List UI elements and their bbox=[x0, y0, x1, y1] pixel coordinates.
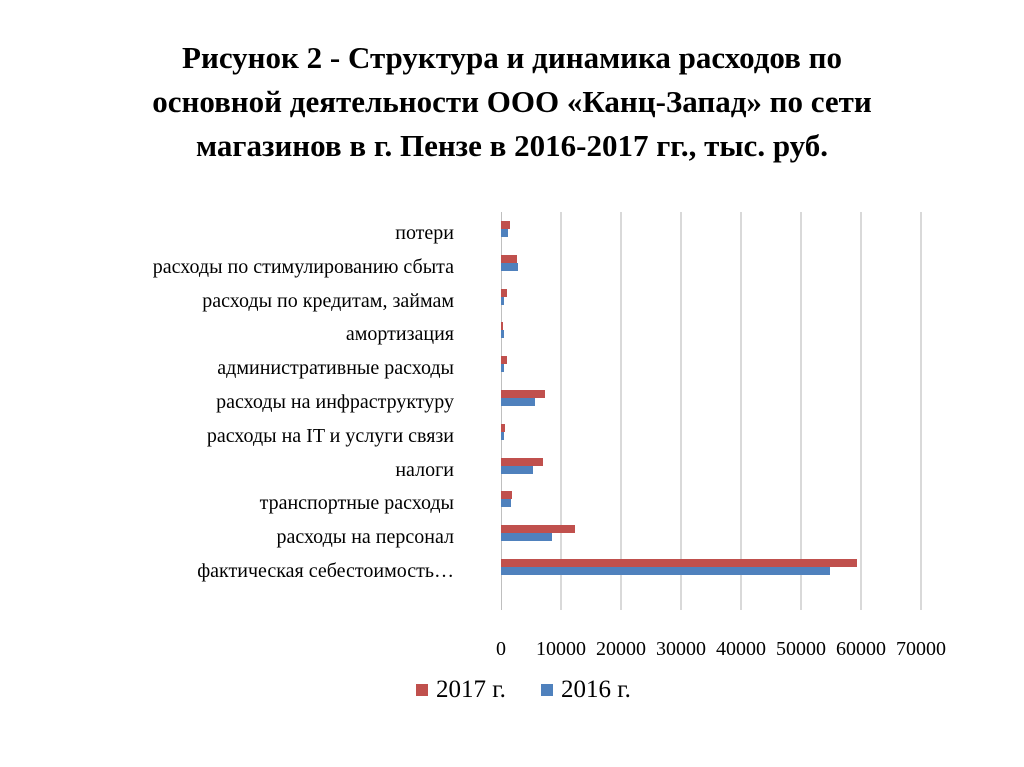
gridline bbox=[740, 212, 742, 610]
category-row: транспортные расходы bbox=[0, 482, 978, 516]
legend-item-2016: 2016 г. bbox=[541, 676, 631, 704]
category-row: налоги bbox=[0, 449, 978, 483]
bar-2016 bbox=[501, 364, 504, 373]
x-tick-label: 30000 bbox=[656, 638, 706, 660]
bar-2017 bbox=[501, 356, 507, 365]
category-row: расходы на инфраструктуру bbox=[0, 381, 978, 415]
bar-2017 bbox=[501, 525, 575, 534]
x-axis-ticks: 0 10000 20000 30000 40000 50000 60000 70000 bbox=[0, 638, 1024, 662]
bar-2016 bbox=[501, 229, 509, 237]
bar-2017 bbox=[501, 221, 510, 229]
x-tick-label: 0 bbox=[496, 638, 506, 660]
category-row: фактическая себестоимость… bbox=[0, 550, 978, 584]
category-label: амортизация bbox=[345, 323, 454, 346]
bar-2017 bbox=[501, 491, 512, 500]
bar-2016 bbox=[501, 398, 536, 406]
bar-2016 bbox=[501, 431, 504, 440]
title-line-2: основной деятельности ООО «Канц-Запад» п… bbox=[152, 84, 872, 119]
bar-2016 bbox=[501, 262, 518, 271]
bar-2017 bbox=[501, 457, 543, 466]
x-tick-label: 20000 bbox=[596, 638, 646, 660]
category-label: фактическая себестоимость… bbox=[197, 560, 454, 582]
category-row: расходы по стимулированию сбыта bbox=[0, 246, 978, 280]
gridline bbox=[560, 212, 562, 610]
bar-2016 bbox=[501, 567, 830, 575]
category-label: административные расходы bbox=[217, 357, 454, 380]
category-label: транспортные расходы bbox=[259, 492, 454, 515]
category-label: потери bbox=[395, 222, 454, 244]
bar-2016 bbox=[501, 465, 534, 474]
category-label: расходы на персонал bbox=[276, 526, 454, 549]
x-tick-label: 50000 bbox=[776, 638, 826, 660]
x-tick-label: 60000 bbox=[836, 638, 886, 660]
category-label: расходы по стимулированию сбыта bbox=[152, 255, 454, 278]
legend-item-2017: 2017 г. bbox=[416, 676, 506, 704]
category-row: амортизация bbox=[0, 313, 978, 347]
category-label: расходы на инфраструктуру bbox=[216, 391, 454, 413]
bar-2017 bbox=[501, 254, 518, 263]
x-tick-label: 70000 bbox=[896, 638, 946, 660]
category-row: расходы на персонал bbox=[0, 516, 978, 550]
category-row: потери bbox=[0, 212, 978, 246]
title-line-3: магазинов в г. Пензе в 2016-2017 гг., ты… bbox=[196, 128, 828, 163]
y-axis-line bbox=[501, 212, 502, 610]
gridline bbox=[620, 212, 622, 610]
bar-2016 bbox=[501, 499, 512, 508]
legend-swatch-2016 bbox=[541, 684, 553, 696]
bar-2016 bbox=[501, 330, 504, 339]
category-row: административные расходы bbox=[0, 347, 978, 381]
x-tick-label: 40000 bbox=[716, 638, 766, 660]
category-row: расходы по кредитам, займам bbox=[0, 280, 978, 314]
gridline bbox=[680, 212, 682, 610]
gridline bbox=[800, 212, 802, 610]
category-row: расходы на IT и услуги связи bbox=[0, 415, 978, 449]
plot-area: потери расходы по стимулированию сбыта рас… bbox=[153, 212, 922, 610]
category-label: расходы по кредитам, займам bbox=[202, 289, 454, 312]
bar-2016 bbox=[501, 296, 504, 305]
gridline bbox=[920, 212, 922, 610]
bar-2017 bbox=[501, 423, 506, 432]
category-label: расходы на IT и услуги связи bbox=[206, 424, 454, 447]
title-line-1: Рисунок 2 - Структура и динамика расходо… bbox=[182, 40, 842, 75]
bar-2017 bbox=[501, 390, 546, 398]
category-label: налоги bbox=[395, 458, 454, 481]
bar-2017 bbox=[501, 288, 507, 297]
legend-label-2016: 2016 г. bbox=[561, 676, 631, 703]
bar-2017 bbox=[501, 322, 503, 331]
legend-label-2017: 2017 г. bbox=[436, 676, 506, 703]
chart-title: Рисунок 2 - Структура и динамика расходо… bbox=[0, 36, 1024, 168]
bar-2016 bbox=[501, 533, 552, 542]
bar-2017 bbox=[501, 559, 857, 567]
legend-swatch-2017 bbox=[416, 684, 428, 696]
gridline bbox=[860, 212, 862, 610]
x-tick-label: 10000 bbox=[536, 638, 586, 660]
